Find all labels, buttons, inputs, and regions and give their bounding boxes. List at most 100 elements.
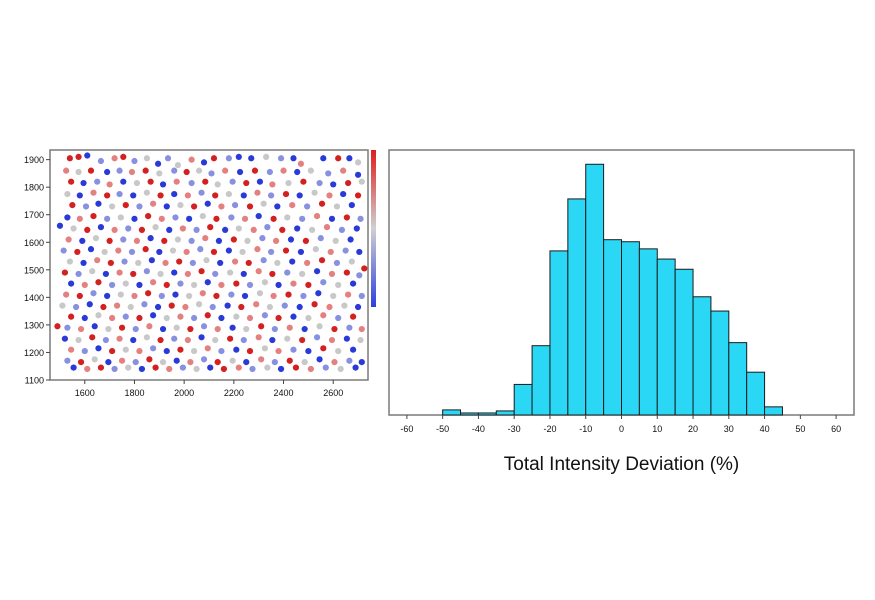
scatter-point bbox=[228, 291, 235, 298]
scatter-point bbox=[220, 365, 228, 373]
scatter-point bbox=[203, 257, 210, 264]
scatter-point bbox=[90, 189, 97, 196]
scatter-point bbox=[274, 259, 281, 267]
scatter-point bbox=[95, 279, 102, 286]
scatter-point bbox=[348, 258, 355, 265]
histogram-bar bbox=[495, 410, 515, 416]
scatter-point bbox=[235, 225, 242, 232]
scatter-point bbox=[54, 323, 61, 330]
scatter-point bbox=[163, 347, 170, 355]
scatter-point bbox=[352, 364, 359, 371]
scatter-point bbox=[238, 303, 245, 311]
histogram-bar bbox=[710, 310, 730, 416]
scatter-point bbox=[290, 280, 297, 287]
scatter-point bbox=[95, 312, 102, 319]
histogram-bar bbox=[692, 296, 712, 416]
scatter-point bbox=[320, 345, 327, 352]
scatter-point bbox=[332, 237, 339, 244]
scatter-point bbox=[244, 237, 251, 244]
scatter-point bbox=[79, 237, 86, 244]
scatter-point bbox=[61, 335, 69, 342]
scatter-point bbox=[84, 365, 91, 373]
scatter-point bbox=[81, 347, 88, 355]
scatter-point bbox=[77, 325, 85, 333]
scatter-point bbox=[289, 201, 296, 209]
scatter-point bbox=[89, 268, 96, 275]
scatter-point bbox=[106, 181, 113, 188]
scatter-point bbox=[91, 356, 98, 363]
scatter-point bbox=[260, 200, 267, 207]
y-tick-label: 1900 bbox=[24, 155, 44, 165]
scatter-point bbox=[264, 364, 271, 371]
scatter-point bbox=[356, 272, 363, 279]
scatter-point bbox=[159, 325, 167, 333]
scatter-point bbox=[109, 281, 116, 289]
scatter-point bbox=[270, 215, 277, 222]
scatter-point bbox=[109, 203, 116, 210]
scatter-point bbox=[86, 301, 93, 308]
scatter-point bbox=[327, 248, 334, 256]
scatter-point bbox=[171, 167, 178, 174]
scatter-point bbox=[285, 291, 292, 298]
scatter-point bbox=[105, 325, 112, 333]
scatter-point bbox=[338, 226, 346, 233]
scatter-point bbox=[289, 258, 296, 265]
scatter-point bbox=[116, 167, 123, 174]
scatter-point bbox=[60, 247, 67, 254]
scatter-point bbox=[215, 237, 223, 244]
scatter-point bbox=[84, 226, 91, 233]
scatter-point bbox=[118, 324, 126, 331]
scatter-point bbox=[64, 357, 71, 364]
scatter-point bbox=[76, 215, 83, 222]
scatter-point bbox=[340, 190, 347, 198]
y-tick-label: 1400 bbox=[24, 293, 44, 303]
scatter-point bbox=[225, 247, 232, 254]
y-tick-label: 1100 bbox=[25, 376, 44, 386]
scatter-point bbox=[266, 168, 273, 176]
scatter-point bbox=[271, 358, 278, 366]
scatter-point bbox=[224, 302, 231, 309]
scatter-point bbox=[127, 303, 134, 311]
scatter-point bbox=[346, 357, 353, 364]
scatter-point bbox=[133, 179, 141, 187]
histogram-bar bbox=[585, 163, 605, 416]
histogram-bar bbox=[567, 198, 587, 416]
scatter-point bbox=[195, 167, 203, 174]
scatter-point bbox=[143, 155, 150, 162]
scatter-point bbox=[275, 314, 282, 322]
scatter-point bbox=[156, 248, 163, 256]
scatter-point bbox=[190, 347, 198, 355]
scatter-point bbox=[186, 292, 193, 300]
scatter-point bbox=[133, 237, 141, 244]
x-tick-label: 1600 bbox=[75, 388, 95, 398]
scatter-point bbox=[75, 270, 82, 278]
scatter-point bbox=[136, 347, 143, 355]
scatter-point bbox=[122, 346, 129, 353]
scatter-point bbox=[91, 323, 98, 330]
scatter-point bbox=[227, 335, 234, 342]
scatter-point bbox=[82, 203, 90, 210]
scatter-point bbox=[297, 248, 305, 256]
scatter-points bbox=[54, 152, 368, 373]
x-tick-label: 2200 bbox=[224, 388, 244, 398]
scatter-point bbox=[225, 155, 232, 162]
scatter-point bbox=[222, 167, 229, 174]
scatter-point bbox=[268, 248, 275, 256]
histogram-bar bbox=[603, 239, 622, 416]
scatter-point bbox=[70, 364, 77, 371]
scatter-point bbox=[171, 335, 178, 342]
scatter-point bbox=[162, 259, 169, 267]
scatter-point bbox=[217, 259, 224, 267]
scatter-point bbox=[173, 178, 180, 185]
scatter-point bbox=[207, 364, 214, 371]
scatter-point bbox=[349, 280, 357, 287]
scatter-point bbox=[304, 203, 311, 210]
y-tick-label: 1500 bbox=[24, 265, 44, 275]
scatter-point bbox=[132, 358, 139, 366]
scatter-point bbox=[157, 336, 164, 344]
scatter-point bbox=[272, 237, 280, 244]
scatter-point bbox=[161, 237, 168, 244]
scatter-point bbox=[236, 168, 244, 176]
scatter-point bbox=[68, 280, 75, 287]
histogram-bar bbox=[764, 406, 783, 416]
